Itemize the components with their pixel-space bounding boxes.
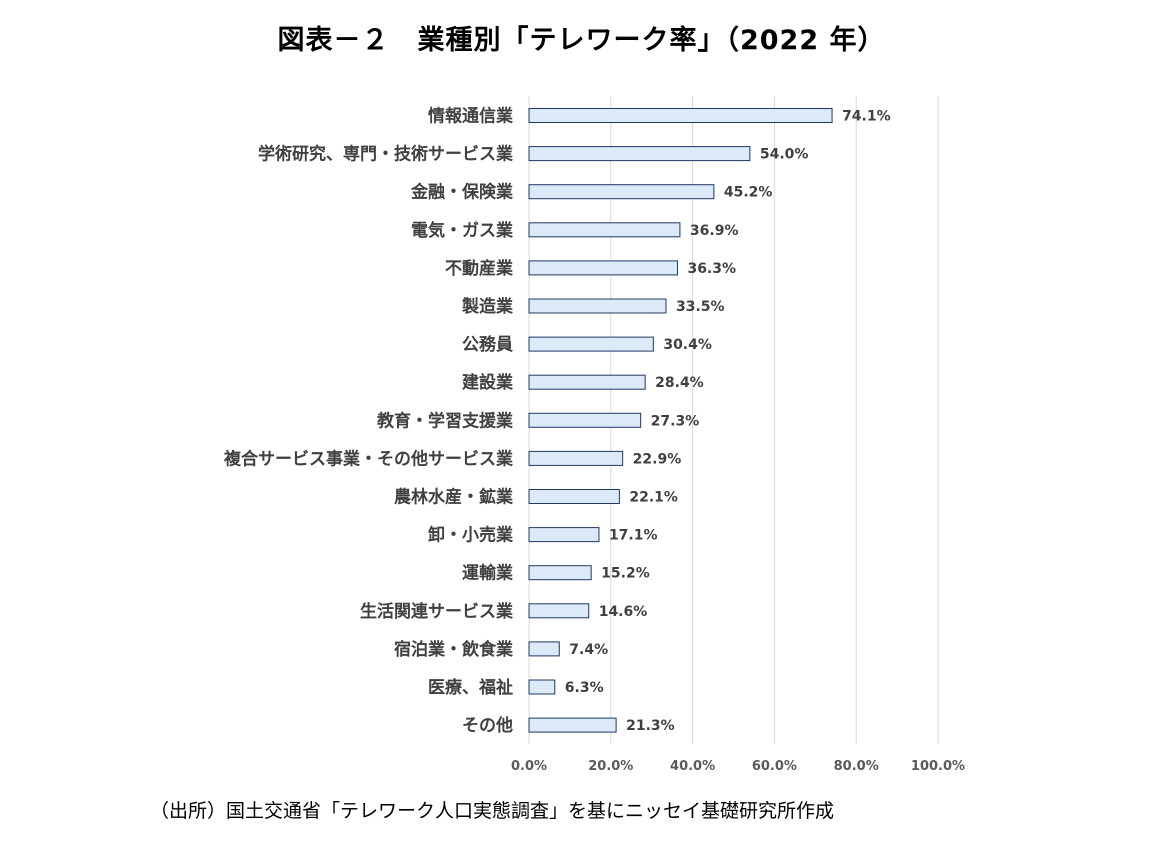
data-label: 36.9% — [690, 223, 739, 239]
category-label: 生活関連サービス業 — [360, 601, 513, 622]
category-label: 教育・学習支援業 — [376, 410, 513, 431]
value-labels: 74.1% 54.0% 45.2% 36.9% 36.3% 33.5% 30.4% 28.4%… — [565, 109, 891, 735]
data-label: 7.4% — [569, 642, 608, 658]
data-label: 6.3% — [565, 680, 604, 696]
x-tick-label: 60.0% — [752, 759, 797, 774]
data-label: 15.2% — [601, 566, 650, 582]
category-labels: 情報通信業学術研究、専門・技術サービス業金融・保険業電気・ガス業不動産業製造業公… — [223, 106, 513, 737]
data-label: 30.4% — [663, 337, 712, 353]
x-tick-label: 80.0% — [834, 759, 879, 774]
bars — [528, 108, 833, 733]
data-label: 28.4% — [655, 375, 704, 391]
bar — [528, 603, 590, 619]
x-axis-tick-labels: 0.0% 20.0% 40.0% 60.0% 80.0% 100.0% — [511, 759, 965, 774]
bar — [528, 527, 600, 543]
bar — [528, 222, 681, 238]
category-label: 金融・保険業 — [410, 182, 513, 203]
data-label: 14.6% — [599, 604, 648, 620]
bar — [528, 450, 624, 466]
x-tick-label: 100.0% — [911, 759, 965, 774]
category-label: 不動産業 — [445, 258, 513, 279]
data-label: 54.0% — [760, 147, 809, 163]
x-tick-label: 40.0% — [670, 759, 715, 774]
data-label: 45.2% — [724, 185, 773, 201]
source-note: （出所）国土交通省「テレワーク人口実態調査」を基にニッセイ基礎研究所作成 — [150, 800, 835, 822]
category-label: 学術研究、専門・技術サービス業 — [258, 144, 513, 165]
category-label: 公務員 — [462, 334, 513, 355]
category-label: 製造業 — [461, 296, 513, 317]
bar — [528, 679, 556, 695]
data-label: 33.5% — [676, 299, 725, 315]
x-tick-label: 20.0% — [588, 759, 633, 774]
category-label: 複合サービス事業・その他サービス業 — [223, 448, 513, 469]
x-tick-label: 0.0% — [511, 759, 547, 774]
category-label: 電気・ガス業 — [411, 220, 513, 241]
category-label: 宿泊業・飲食業 — [394, 639, 513, 660]
bar — [528, 717, 617, 733]
category-label: 建設業 — [462, 372, 513, 393]
data-label: 74.1% — [842, 109, 891, 125]
bar — [528, 260, 678, 276]
category-label: その他 — [462, 715, 513, 736]
data-label: 21.3% — [626, 718, 675, 734]
category-label: 農林水産・鉱業 — [394, 487, 513, 508]
bar — [528, 374, 646, 390]
data-label: 17.1% — [609, 528, 658, 544]
category-label: 情報通信業 — [428, 106, 513, 127]
chart-title: 図表－２ 業種別「テレワーク率」（2022 年） — [277, 25, 886, 56]
bar — [528, 565, 592, 581]
data-label: 22.9% — [633, 451, 682, 467]
bar — [528, 489, 620, 504]
bar — [528, 146, 751, 162]
bar — [528, 641, 560, 657]
bar — [528, 298, 667, 314]
category-label: 運輸業 — [462, 563, 513, 584]
bar — [528, 108, 833, 123]
bar — [528, 336, 654, 352]
data-label: 36.3% — [687, 261, 736, 277]
data-label: 27.3% — [651, 413, 700, 429]
category-label: 医療、福祉 — [428, 677, 513, 698]
bar — [528, 184, 715, 200]
bar — [528, 412, 642, 428]
data-label: 22.1% — [629, 490, 678, 506]
category-label: 卸・小売業 — [428, 525, 513, 546]
